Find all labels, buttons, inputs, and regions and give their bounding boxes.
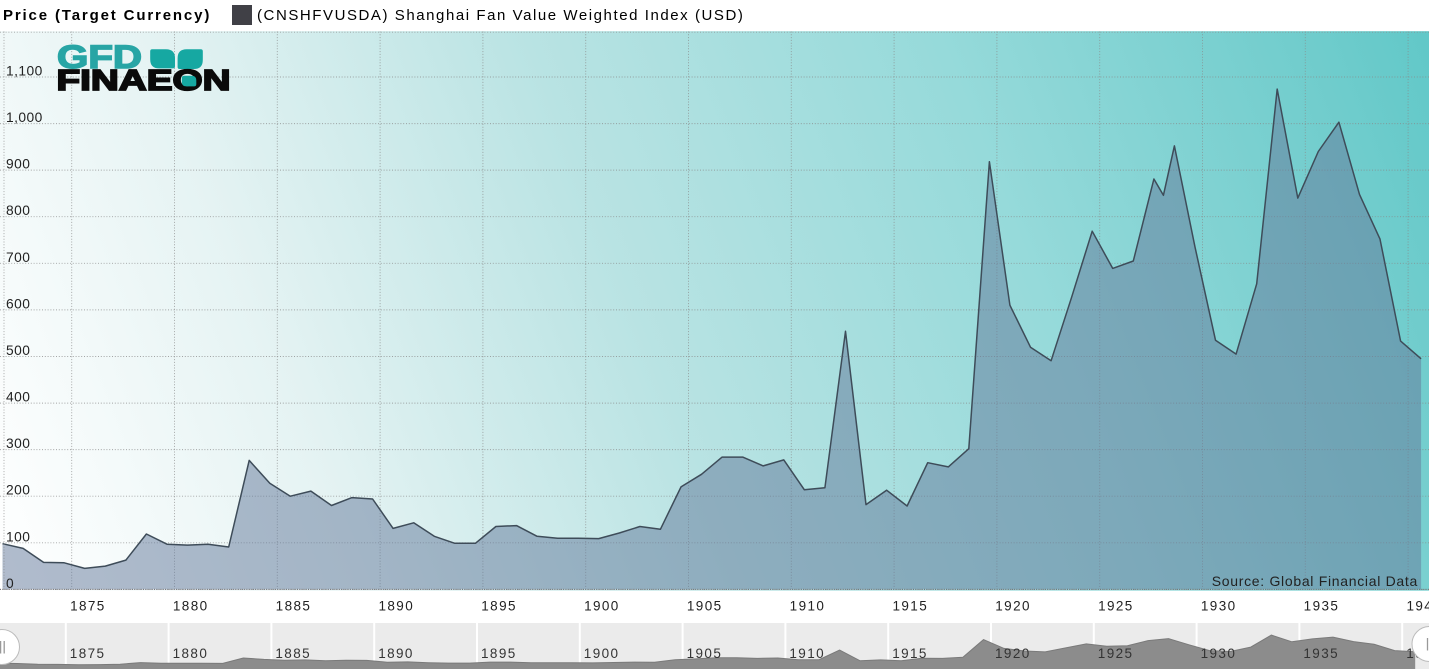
svg-text:300: 300	[6, 436, 30, 451]
svg-text:1930: 1930	[1201, 646, 1237, 661]
svg-text:1890: 1890	[378, 599, 414, 614]
svg-text:1880: 1880	[173, 646, 209, 661]
svg-text:1,000: 1,000	[6, 110, 43, 125]
svg-text:1910: 1910	[789, 646, 825, 661]
svg-text:400: 400	[6, 390, 30, 405]
svg-text:1925: 1925	[1098, 599, 1134, 614]
svg-text:1875: 1875	[70, 646, 106, 661]
svg-text:1,100: 1,100	[6, 64, 43, 79]
svg-text:1935: 1935	[1303, 646, 1339, 661]
svg-text:100: 100	[6, 529, 30, 544]
svg-text:1915: 1915	[892, 646, 928, 661]
svg-text:1905: 1905	[687, 599, 723, 614]
svg-text:1925: 1925	[1098, 646, 1134, 661]
svg-text:500: 500	[6, 343, 30, 358]
svg-text:1880: 1880	[173, 599, 209, 614]
svg-text:600: 600	[6, 296, 30, 311]
svg-text:Source: Global Financial Data: Source: Global Financial Data	[1212, 573, 1418, 589]
svg-text:900: 900	[6, 157, 30, 172]
svg-text:1930: 1930	[1201, 599, 1237, 614]
svg-text:1940: 1940	[1406, 599, 1429, 614]
svg-text:1910: 1910	[790, 599, 826, 614]
svg-text:1935: 1935	[1304, 599, 1340, 614]
svg-text:0: 0	[6, 576, 14, 591]
svg-text:1895: 1895	[481, 646, 517, 661]
svg-text:GFD: GFD	[57, 39, 142, 75]
svg-text:1885: 1885	[275, 646, 311, 661]
svg-text:1885: 1885	[276, 599, 312, 614]
svg-text:1900: 1900	[584, 599, 620, 614]
svg-text:200: 200	[6, 483, 30, 498]
svg-text:1895: 1895	[481, 599, 517, 614]
svg-text:1920: 1920	[995, 599, 1031, 614]
svg-text:700: 700	[6, 250, 30, 265]
svg-text:1920: 1920	[995, 646, 1031, 661]
svg-text:FINAEON: FINAEON	[57, 65, 231, 97]
svg-text:1875: 1875	[70, 599, 106, 614]
svg-text:1905: 1905	[687, 646, 723, 661]
svg-text:800: 800	[6, 203, 30, 218]
svg-text:1900: 1900	[584, 646, 620, 661]
svg-text:1915: 1915	[892, 599, 928, 614]
svg-text:1890: 1890	[378, 646, 414, 661]
